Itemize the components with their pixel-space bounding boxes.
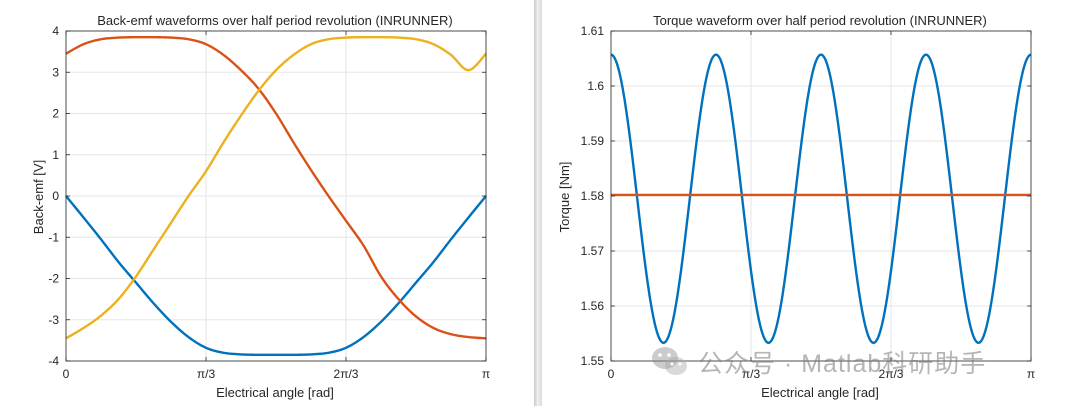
left-figure: Back-emf waveforms over half period revo… (0, 0, 534, 406)
x-tick-label: 2π/3 (334, 367, 359, 381)
y-tick-label: 1.6 (587, 79, 604, 93)
chart-title: Back-emf waveforms over half period revo… (97, 13, 452, 28)
x-tick-label: 0 (63, 367, 70, 381)
y-tick-label: 1.59 (581, 134, 605, 148)
chart-title: Torque waveform over half period revolut… (653, 13, 987, 28)
x-axis-label: Electrical angle [rad] (216, 385, 334, 400)
y-tick-label: 1.56 (581, 299, 605, 313)
x-tick-label: π/3 (197, 367, 216, 381)
x-tick-label: π/3 (742, 367, 761, 381)
y-tick-label: -3 (48, 313, 59, 327)
y-axis-label: Back-emf [V] (31, 160, 46, 234)
series-line-1 (65, 195, 487, 357)
window-divider (534, 0, 542, 406)
series-group (65, 35, 487, 357)
series-line-3 (65, 35, 487, 340)
ticks: 0 π/3 2π/3 π -4 -3 -2 -1 0 1 2 3 4 (48, 24, 490, 381)
x-tick-label: 0 (608, 367, 615, 381)
right-figure: Torque waveform over half period revolut… (542, 0, 1080, 406)
x-axis-label: Electrical angle [rad] (761, 385, 879, 400)
y-tick-label: 1.57 (581, 244, 605, 258)
series-line-1 (610, 53, 1032, 345)
series-group (610, 53, 1032, 345)
x-tick-label: π (1027, 367, 1035, 381)
y-tick-label: 1.58 (581, 189, 605, 203)
x-tick-label: π (482, 367, 490, 381)
y-tick-label: 1.61 (581, 24, 605, 38)
x-tick-label: 2π/3 (879, 367, 904, 381)
y-tick-label: 3 (52, 65, 59, 79)
torque-chart: Torque waveform over half period revolut… (557, 13, 1036, 400)
y-tick-label: 0 (52, 189, 59, 203)
y-tick-label: 1.55 (581, 354, 605, 368)
grid (65, 30, 487, 362)
backemf-chart: Back-emf waveforms over half period revo… (31, 13, 490, 400)
y-tick-label: -1 (48, 230, 59, 244)
y-axis-label: Torque [Nm] (557, 162, 572, 233)
y-tick-label: -4 (48, 354, 59, 368)
ticks: 0 π/3 2π/3 π 1.55 1.56 1.57 1.58 1.59 1.6 1.61 (581, 24, 1036, 381)
y-tick-label: -2 (48, 272, 59, 286)
y-tick-label: 1 (52, 148, 59, 162)
y-tick-label: 4 (52, 24, 59, 38)
y-tick-label: 2 (52, 107, 59, 121)
series-line-2 (65, 35, 487, 340)
